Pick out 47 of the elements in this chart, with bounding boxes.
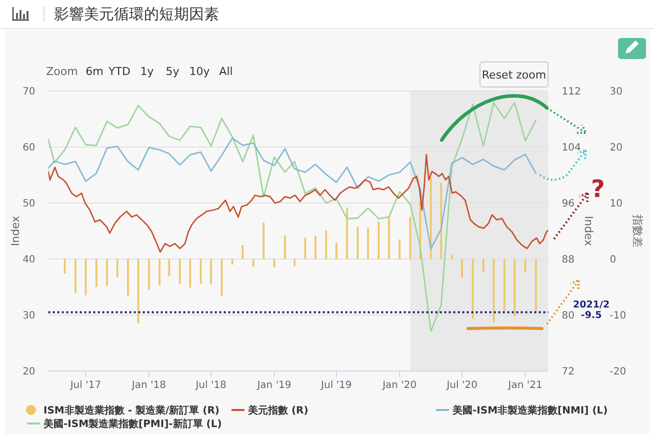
y3-tick-label: 0 xyxy=(610,254,616,266)
text: ? xyxy=(591,175,605,203)
x-tick-label: Jan '20 xyxy=(382,380,417,391)
legend-label: 美元指數 (R) xyxy=(247,404,308,416)
x-tick-label: Jul '20 xyxy=(446,380,478,391)
text: 10y xyxy=(189,65,210,78)
text: YTD xyxy=(108,65,130,78)
y-tick-label: 30 xyxy=(22,310,36,322)
y-tick-label: 60 xyxy=(22,142,36,154)
y3-tick-label: -20 xyxy=(610,366,626,378)
x-tick-label: Jan '19 xyxy=(256,380,292,391)
y-axis-title: Index xyxy=(8,215,22,246)
legend-label: ISM非製造業指數 - 製造業/新訂單 (R) xyxy=(44,404,220,416)
y3-tick-label: 20 xyxy=(610,142,623,154)
y-tick-label: 20 xyxy=(22,366,36,378)
y2-tick-label: 80 xyxy=(562,310,575,322)
ref-line-label: 2021/2 -9.5 xyxy=(573,300,610,322)
y2-tick-label: 112 xyxy=(562,86,581,98)
y-tick-label: 50 xyxy=(22,198,36,210)
y2-tick-label: 96 xyxy=(562,198,575,210)
chart-title: 影響美元循環的短期因素 xyxy=(54,5,219,23)
line-series xyxy=(48,154,548,253)
y2-tick-label: 88 xyxy=(562,254,575,266)
y-tick-label: 70 xyxy=(22,86,36,98)
text: 6m xyxy=(86,65,104,78)
x-tick-label: Jul '19 xyxy=(320,380,352,391)
text: 5y xyxy=(166,65,180,78)
x-tick-label: Jan '18 xyxy=(130,380,166,391)
x-tick-label: Jul '17 xyxy=(69,380,102,391)
y2-tick-label: 72 xyxy=(562,366,575,378)
line-series xyxy=(48,102,537,332)
text: 1y xyxy=(140,65,154,78)
y3-axis-title: 指數差 xyxy=(631,214,644,248)
y3-tick-label: -10 xyxy=(610,310,626,322)
legend-label: 美國-ISM製造業指數[PMI]-新訂單 (L) xyxy=(42,418,222,430)
text: Zoom xyxy=(46,65,78,78)
legend-label: 美國-ISM非製造業指數[NMI] (L) xyxy=(452,404,608,416)
y2-tick-label: 104 xyxy=(562,142,581,154)
y3-tick-label: 30 xyxy=(610,86,623,98)
x-tick-label: Jan '21 xyxy=(507,380,542,391)
x-tick-label: Jul '18 xyxy=(194,380,226,391)
zoom-reset-button: Reset zoom xyxy=(480,62,548,88)
text: All xyxy=(219,65,233,78)
y2-axis-title: Index xyxy=(582,216,596,247)
y-tick-label: 40 xyxy=(22,254,36,266)
line-series xyxy=(48,137,537,250)
y3-tick-label: 10 xyxy=(610,198,623,210)
